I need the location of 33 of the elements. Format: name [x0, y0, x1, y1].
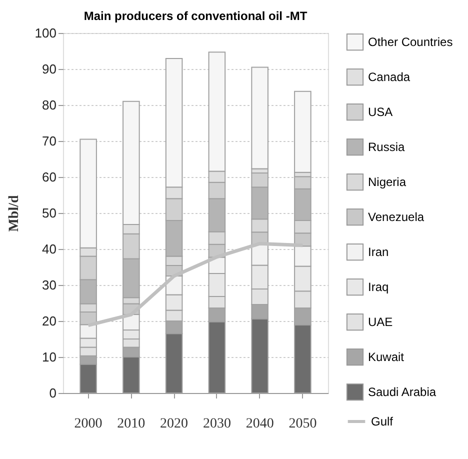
legend-label: Saudi Arabia: [368, 385, 436, 399]
legend-label: Canada: [368, 70, 410, 84]
y-tick-label: 20: [42, 314, 56, 328]
bar: [251, 66, 268, 170]
legend-label: Russia: [368, 140, 406, 154]
legend-label: Iraq: [368, 280, 389, 294]
bar: [294, 90, 312, 173]
y-tick-label: 90: [42, 62, 56, 76]
x-tick-label: 2040: [246, 416, 274, 432]
legend-label: UAE: [368, 315, 393, 329]
legend-label: Kuwait: [368, 350, 405, 364]
legend-label: Iran: [368, 245, 389, 259]
legend-label: USA: [368, 105, 393, 119]
legend-label: Other Countries: [368, 35, 453, 49]
x-tick-label: 2050: [288, 416, 317, 432]
legend-label: Venezuela: [368, 210, 424, 224]
y-tick-label: 10: [42, 350, 56, 364]
x-tick-label: 2010: [117, 416, 146, 432]
x-tick-label: 2000: [74, 416, 102, 432]
legend-label: Gulf: [371, 414, 394, 428]
x-tick-label: 2020: [160, 416, 188, 432]
y-tick-label: 30: [42, 278, 56, 292]
x-tick-label: 2030: [202, 416, 231, 432]
y-tick-label: 60: [42, 170, 56, 184]
y-tick-label: 50: [42, 206, 56, 220]
y-tick-label: 0: [49, 386, 56, 400]
legend-label: Nigeria: [368, 175, 406, 189]
y-tick-label: 40: [42, 242, 56, 256]
y-tick-label: 100: [34, 26, 56, 40]
y-axis-title: Mbl/d: [6, 195, 22, 232]
y-tick-label: 80: [42, 98, 56, 112]
y-tick-label: 70: [42, 134, 56, 148]
chart-title: Main producers of conventional oil -MT: [84, 9, 308, 23]
